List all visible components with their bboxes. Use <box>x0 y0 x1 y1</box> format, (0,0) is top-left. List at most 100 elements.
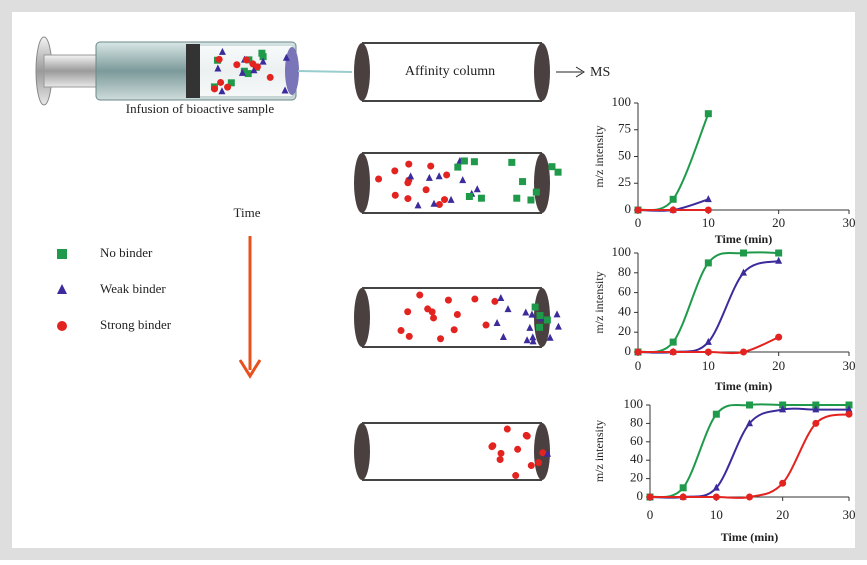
particle <box>473 185 481 193</box>
particle <box>215 55 223 63</box>
particle <box>227 79 235 87</box>
particle <box>527 196 535 204</box>
particle <box>526 323 534 331</box>
legend-label: Weak binder <box>100 281 166 296</box>
y-tick-label: 40 <box>630 451 643 466</box>
y-tick-label: 60 <box>630 433 643 448</box>
data-point <box>704 259 712 267</box>
particle <box>425 173 433 181</box>
particle <box>404 308 412 316</box>
data-point <box>712 493 720 501</box>
data-point <box>812 419 820 427</box>
syringe-label: Infusion of bioactive sample <box>126 101 275 116</box>
data-point <box>712 410 720 418</box>
y-tick-label: 100 <box>612 94 632 109</box>
x-tick-label: 30 <box>843 215 856 230</box>
ms-arrowhead <box>575 66 585 78</box>
syringe <box>35 36 353 106</box>
particle <box>512 472 520 480</box>
y-axis-label: m/z intensity <box>592 420 606 482</box>
data-point <box>669 338 677 346</box>
particle <box>427 162 435 170</box>
data-point <box>740 268 747 276</box>
particle <box>447 195 455 203</box>
data-point <box>646 493 654 501</box>
particle <box>430 199 438 207</box>
particle <box>553 310 561 318</box>
y-axis-label: m/z intensity <box>592 271 606 333</box>
particle <box>224 83 232 91</box>
data-point <box>812 401 820 409</box>
particle <box>459 176 467 184</box>
particle <box>391 167 399 175</box>
column-cap <box>354 423 370 480</box>
data-point <box>712 483 720 491</box>
particle <box>250 66 258 74</box>
column-cap <box>354 43 370 101</box>
column-cap <box>354 153 370 213</box>
y-tick-label: 25 <box>618 174 631 189</box>
particle <box>266 73 274 81</box>
particle <box>523 336 531 344</box>
data-point <box>740 348 747 356</box>
particle <box>531 303 539 311</box>
data-point <box>704 337 712 345</box>
legend-label: Strong binder <box>100 317 172 332</box>
particle <box>407 172 415 180</box>
y-tick-label: 75 <box>618 121 631 136</box>
particle <box>477 194 485 202</box>
particle <box>460 157 468 165</box>
particle <box>514 445 522 453</box>
y-tick-label: 0 <box>625 343 632 358</box>
y-tick-label: 100 <box>624 396 644 411</box>
data-point <box>845 401 853 409</box>
particle <box>238 68 246 76</box>
particle <box>453 310 461 318</box>
particle <box>214 64 222 72</box>
column-cap <box>534 153 550 213</box>
column-cap <box>354 288 370 347</box>
particle <box>548 163 556 171</box>
particle <box>441 196 449 204</box>
data-point <box>779 479 787 487</box>
particle <box>435 172 443 180</box>
particle <box>470 158 478 166</box>
particle <box>405 332 413 340</box>
particle <box>488 443 496 451</box>
particle <box>493 319 501 327</box>
particle <box>544 449 552 457</box>
y-tick-label: 100 <box>612 244 632 259</box>
particle <box>528 310 536 318</box>
data-point <box>740 249 747 257</box>
y-tick-label: 60 <box>618 284 631 299</box>
x-tick-label: 10 <box>702 358 715 373</box>
column-cap <box>534 43 550 101</box>
x-tick-label: 30 <box>843 507 856 522</box>
particle <box>532 188 540 196</box>
particle <box>529 337 537 345</box>
particle <box>416 291 424 299</box>
y-axis-label: m/z intensity <box>592 125 606 187</box>
particle <box>397 327 405 335</box>
x-tick-label: 20 <box>772 215 785 230</box>
x-tick-label: 10 <box>702 215 715 230</box>
time-label: Time <box>234 205 261 220</box>
legend-marker <box>57 284 67 294</box>
y-tick-label: 20 <box>630 470 643 485</box>
y-tick-label: 80 <box>618 264 631 279</box>
data-point <box>634 348 642 356</box>
particle <box>211 85 219 93</box>
x-tick-label: 20 <box>772 358 785 373</box>
data-point <box>704 206 712 214</box>
particle <box>443 171 451 179</box>
particle <box>523 432 531 440</box>
x-tick-label: 0 <box>647 507 654 522</box>
particle <box>375 175 383 183</box>
y-tick-label: 0 <box>637 488 644 503</box>
particle <box>554 168 562 176</box>
particle <box>430 314 438 322</box>
particle <box>428 308 436 316</box>
particle <box>243 56 251 64</box>
particle <box>240 67 248 75</box>
